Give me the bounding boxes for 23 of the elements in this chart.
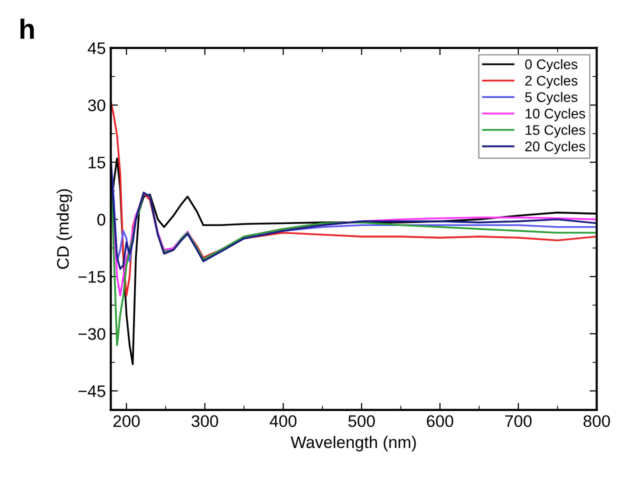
x-tick-label: 300 [192,415,218,428]
x-tick-label: 600 [426,415,454,428]
legend-label: 10 Cycles [526,108,586,122]
y-tick-label: 15 [88,156,106,168]
text: h [20,18,34,39]
legend-label: 15 Cycles [526,124,586,138]
y-axis-title: CD (mdeg) [56,189,72,269]
x-tick-label: 500 [348,415,375,428]
x-tick-label: 700 [505,415,532,428]
y-tick-label: 45 [88,42,106,54]
x-axis-title: Wavelength (nm) [290,436,416,452]
y-tick-label: 30 [88,99,106,112]
legend-label: 2 Cycles [525,75,578,88]
y-tick-label: −15 [78,271,106,283]
y-tick-label: 0 [97,214,106,226]
x-tick-label: 200 [113,415,140,428]
x-tick-label: 800 [584,415,610,428]
legend-label: 0 Cycles [525,59,578,72]
y-tick-label: −30 [78,328,106,340]
legend-label: 20 Cycles [525,141,586,154]
legend-label: 5 Cycles [525,92,578,105]
x-tick-label: 400 [270,415,296,428]
y-tick-label: −45 [78,385,106,398]
